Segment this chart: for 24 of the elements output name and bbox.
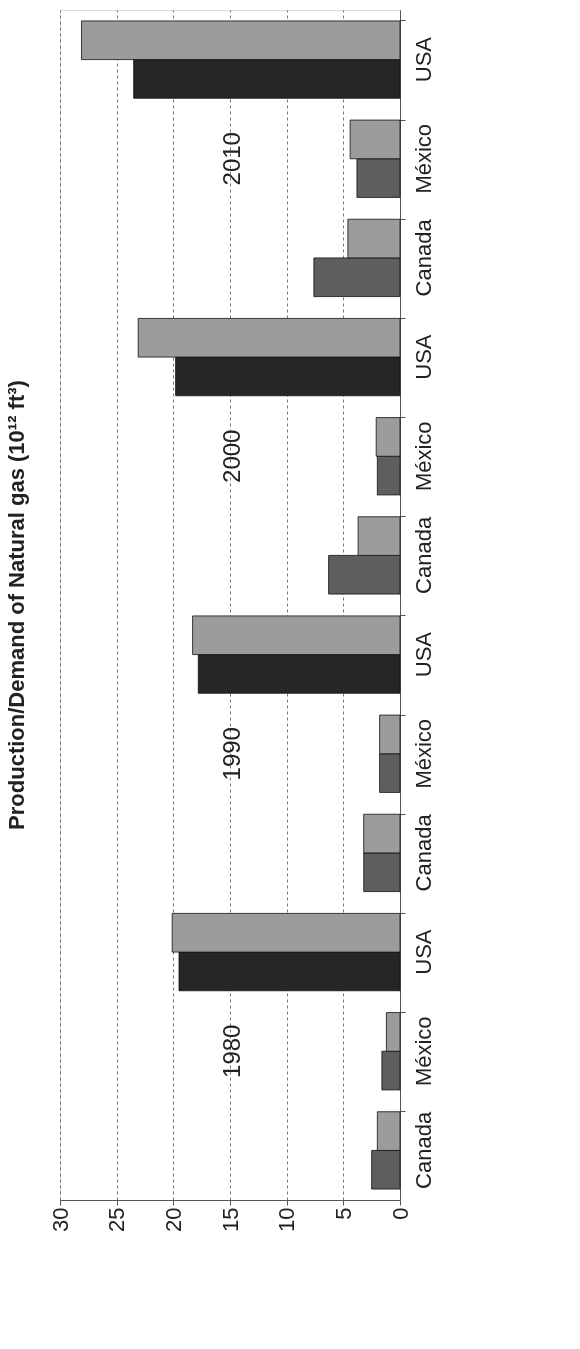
y-tick-label: México [410, 123, 436, 194]
x-tick-label: 15 [217, 1207, 243, 1232]
annotation: 1990 [218, 727, 246, 781]
y-tick-label: México [410, 421, 436, 492]
x-tick-label: 10 [274, 1207, 300, 1232]
y-tick-label: Canada [410, 1111, 436, 1189]
x-tick-label: 20 [160, 1207, 186, 1232]
y-tick-label: Canada [410, 516, 436, 594]
x-tick-label: 0 [387, 1207, 413, 1220]
x-tick-label: 30 [47, 1207, 73, 1232]
y-tick-label: USA [410, 334, 436, 380]
annotation: 2010 [218, 132, 246, 186]
x-tick-label: 5 [330, 1207, 356, 1220]
y-tick-label: México [410, 718, 436, 789]
x-tick-label: 25 [104, 1207, 130, 1232]
y-tick-label: Canada [410, 813, 436, 892]
annotation: 2000 [218, 429, 246, 483]
y-tick-label: México [410, 1016, 436, 1087]
text: Production/Demand of Natural gas (10¹² ft³) [4, 380, 29, 830]
y-tick-label: USA [410, 631, 436, 678]
y-tick-label: Canada [410, 218, 436, 297]
y-tick-label: USA [410, 36, 436, 83]
y-tick-label: USA [410, 929, 436, 975]
annotation: 1980 [218, 1024, 246, 1078]
